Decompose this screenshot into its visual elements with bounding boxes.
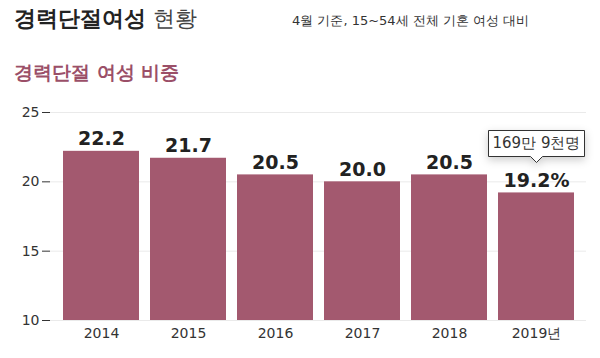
svg-text:2019년: 2019년: [512, 325, 562, 341]
html-text:경력단절 여성 비중: 경력단절 여성 비중: [14, 61, 180, 83]
svg-text:2018: 2018: [432, 325, 468, 341]
svg-text:2016: 2016: [258, 325, 294, 341]
svg-text:22.2: 22.2: [78, 127, 125, 149]
svg-text:2017: 2017: [345, 325, 381, 341]
svg-text:10: 10: [22, 312, 40, 328]
svg-text:20.5: 20.5: [252, 151, 299, 173]
svg-text:20: 20: [22, 173, 40, 189]
svg-text:​169만 9천명: ​169만 9천명: [493, 134, 581, 152]
html-text:4월 기준, 15~54세 전체 기혼 여성 대비: 4월 기준, 15~54세 전체 기혼 여성 대비: [292, 13, 530, 28]
svg-text:20.0: 20.0: [339, 158, 386, 180]
html-text:경력단절여성현황: 경력단절여성현황: [14, 6, 197, 31]
svg-text:2014: 2014: [84, 325, 120, 341]
svg-text:15: 15: [22, 243, 40, 259]
svg-text:20.5: 20.5: [426, 151, 473, 173]
svg-text:25: 25: [22, 104, 40, 120]
svg-text:19.2%: 19.2%: [504, 169, 570, 191]
svg-text:21.7: 21.7: [165, 134, 212, 156]
svg-text:2015: 2015: [171, 325, 207, 341]
